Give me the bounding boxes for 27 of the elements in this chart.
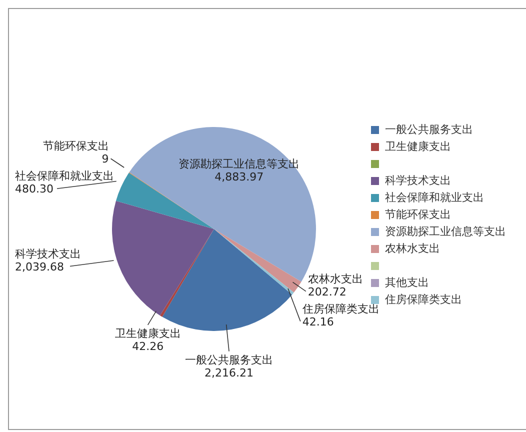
data-label: 42.26: [132, 340, 164, 353]
data-label: 2,039.68: [15, 260, 64, 274]
data-label: 480.30: [15, 182, 54, 196]
data-label: 4,883.97: [214, 170, 264, 184]
legend-label: 节能环保支出: [385, 207, 451, 222]
slice-label: 社会保障和就业支出: [15, 170, 114, 183]
legend-label: 农林水支出: [385, 241, 440, 256]
data-label: 202.72: [308, 285, 346, 298]
legend-label: 其他支出: [385, 275, 429, 290]
legend-label: 社会保障和就业支出: [385, 190, 484, 205]
legend-label: 资源勘探工业信息等支出: [385, 224, 506, 239]
legend-label: 住房保障类支出: [385, 292, 462, 307]
data-label: 9: [102, 152, 109, 166]
pie-slice: [160, 229, 214, 317]
slice-label: 科学技术支出: [15, 247, 81, 260]
legend-label: 科学技术支出: [385, 173, 451, 188]
legend-label: 一般公共服务支出: [385, 122, 473, 137]
slice-label: 农林水支出: [308, 272, 363, 286]
slice-label: 卫生健康支出: [114, 326, 181, 340]
slice-label: 节能环保支出: [42, 140, 109, 153]
legend-label: 卫生健康支出: [385, 139, 451, 154]
data-label: 2,216.21: [204, 366, 254, 380]
pie-slice: [112, 200, 214, 316]
slice-label: 住房保障类支出: [302, 302, 380, 316]
slice-label: 一般公共服务支出: [185, 353, 274, 366]
data-label: 42.16: [302, 315, 334, 328]
slice-label: 资源勘探工业信息等支出: [178, 158, 300, 171]
